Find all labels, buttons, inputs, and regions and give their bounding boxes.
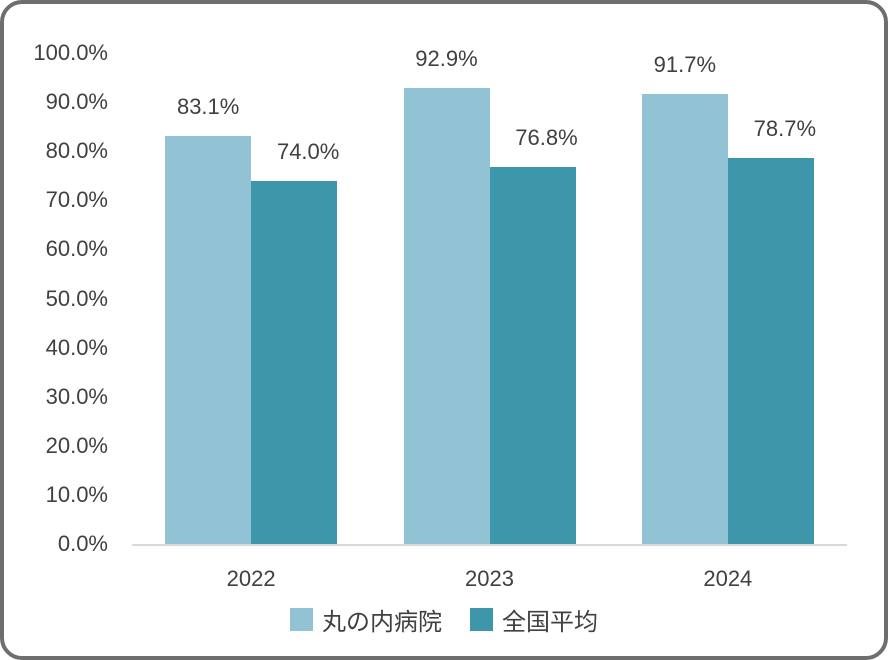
bar-hospital-2023 [403,87,490,544]
legend-label: 全国平均 [502,609,598,636]
legend: 丸の内病院 全国平均 [4,602,884,637]
data-label-hospital-2022: 83.1% [176,93,240,119]
y-axis-tick-label: 30.0% [45,383,108,409]
data-label-hospital-2023: 92.9% [415,45,478,71]
y-axis-tick-label: 70.0% [45,187,108,213]
bar-national-2022 [251,180,338,544]
legend-item-national: 全国平均 [470,602,598,637]
bar-hospital-2022 [165,135,252,544]
legend-label: 丸の内病院 [322,609,442,636]
bar-national-2023 [489,166,576,544]
y-axis-tick-label: 40.0% [45,334,108,360]
y-axis-tick-label: 90.0% [45,89,108,115]
bar-hospital-2024 [641,93,728,544]
y-axis-tick-label: 80.0% [45,138,108,164]
legend-swatch-icon [290,608,313,631]
y-axis-tick-label: 50.0% [45,285,108,311]
x-axis-line [132,544,847,546]
y-axis-tick-label: 100.0% [33,40,108,65]
data-label-hospital-2024: 91.7% [653,51,717,77]
x-axis-tick-label-2022: 2022 [226,566,276,591]
legend-item-hospital: 丸の内病院 [290,602,442,637]
y-axis-tick-label: 20.0% [45,432,108,458]
data-label-national-2023: 76.8% [515,124,578,150]
x-axis-tick-label-2023: 2023 [465,566,514,591]
legend-swatch-icon [470,608,493,631]
bar-national-2024 [727,157,814,544]
x-axis-tick-label-2024: 2024 [703,566,753,591]
y-axis-tick-label: 60.0% [45,236,108,262]
y-axis-tick-label: 0.0% [57,531,108,556]
data-label-national-2024: 78.7% [753,115,817,141]
data-label-national-2022: 74.0% [276,138,340,164]
y-axis-tick-label: 10.0% [45,481,108,507]
